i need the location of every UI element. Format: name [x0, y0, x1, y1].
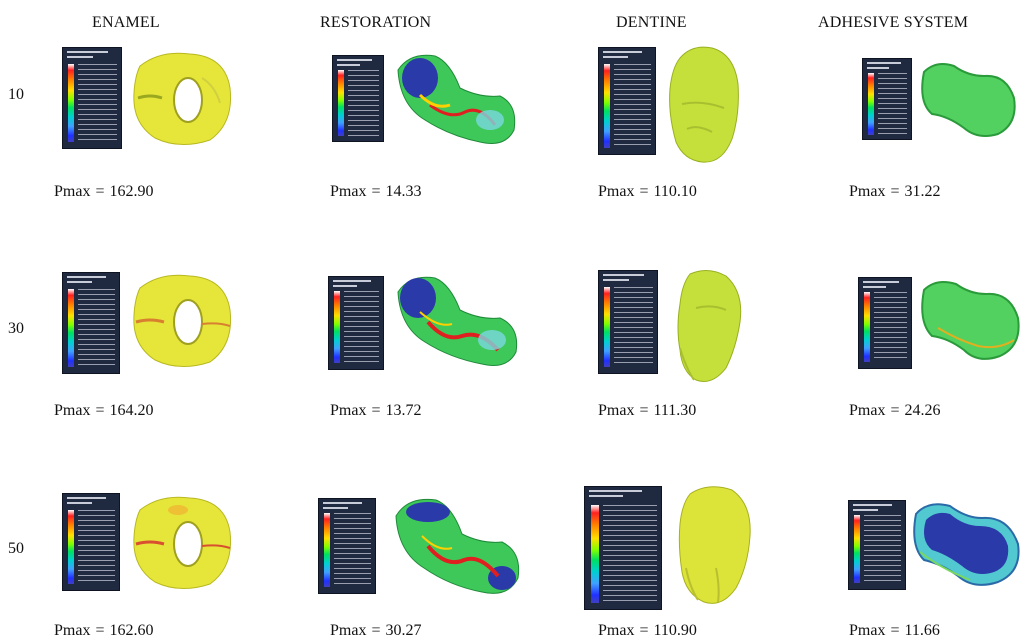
stress-legend-dentine-50: [584, 486, 662, 610]
stress-legend-restoration-30: [328, 276, 384, 370]
pmax-dentine-30: Pmax = 111.30: [598, 402, 697, 419]
pmax-adhesive-50: Pmax = 11.66: [849, 622, 940, 639]
pmax-adhesive-30: Pmax = 24.26: [849, 402, 941, 419]
pmax-enamel-10: Pmax = 162.90: [54, 183, 154, 200]
stress-legend-enamel-10: [62, 47, 122, 149]
pmax-dentine-50: Pmax = 110.90: [598, 622, 697, 639]
enamel-model-30: [133, 274, 232, 367]
stress-legend-restoration-50: [318, 498, 376, 594]
column-header-adhesive-system: ADHESIVE SYSTEM: [818, 14, 969, 31]
stress-legend-dentine-30: [598, 270, 658, 374]
column-header-restoration: RESTORATION: [320, 14, 432, 31]
column-header-dentine: DENTINE: [616, 14, 687, 31]
restoration-model-50: [395, 498, 520, 594]
column-header-enamel: ENAMEL: [92, 14, 160, 31]
pmax-restoration-50: Pmax = 30.27: [330, 622, 422, 639]
pmax-restoration-10: Pmax = 14.33: [330, 183, 422, 200]
stress-legend-adhesive-30: [858, 277, 912, 369]
stress-legend-enamel-50: [62, 493, 120, 591]
adhesive-model-30: [921, 281, 1020, 360]
pmax-restoration-30: Pmax = 13.72: [330, 402, 422, 419]
stress-legend-dentine-10: [598, 47, 656, 155]
pmax-enamel-30: Pmax = 164.20: [54, 402, 154, 419]
pmax-adhesive-10: Pmax = 31.22: [849, 183, 941, 200]
adhesive-model-10: [921, 63, 1016, 137]
stress-legend-restoration-10: [332, 55, 384, 142]
dentine-model-50: [678, 486, 751, 604]
stress-legend-enamel-30: [62, 272, 120, 374]
stress-legend-adhesive-50: [848, 500, 906, 590]
pmax-enamel-50: Pmax = 162.60: [54, 622, 154, 639]
pmax-dentine-10: Pmax = 110.10: [598, 183, 697, 200]
dentine-model-10: [669, 46, 739, 163]
stress-legend-adhesive-10: [862, 58, 912, 140]
enamel-model-10: [133, 52, 232, 145]
row-label-50: 50: [8, 540, 24, 557]
restoration-model-10: [397, 54, 516, 144]
dentine-model-30: [677, 270, 742, 382]
row-label-30: 30: [8, 320, 24, 337]
adhesive-model-50: [913, 503, 1020, 586]
row-label-10: 10: [8, 86, 24, 103]
enamel-model-50: [133, 496, 232, 589]
restoration-model-30: [397, 276, 518, 366]
